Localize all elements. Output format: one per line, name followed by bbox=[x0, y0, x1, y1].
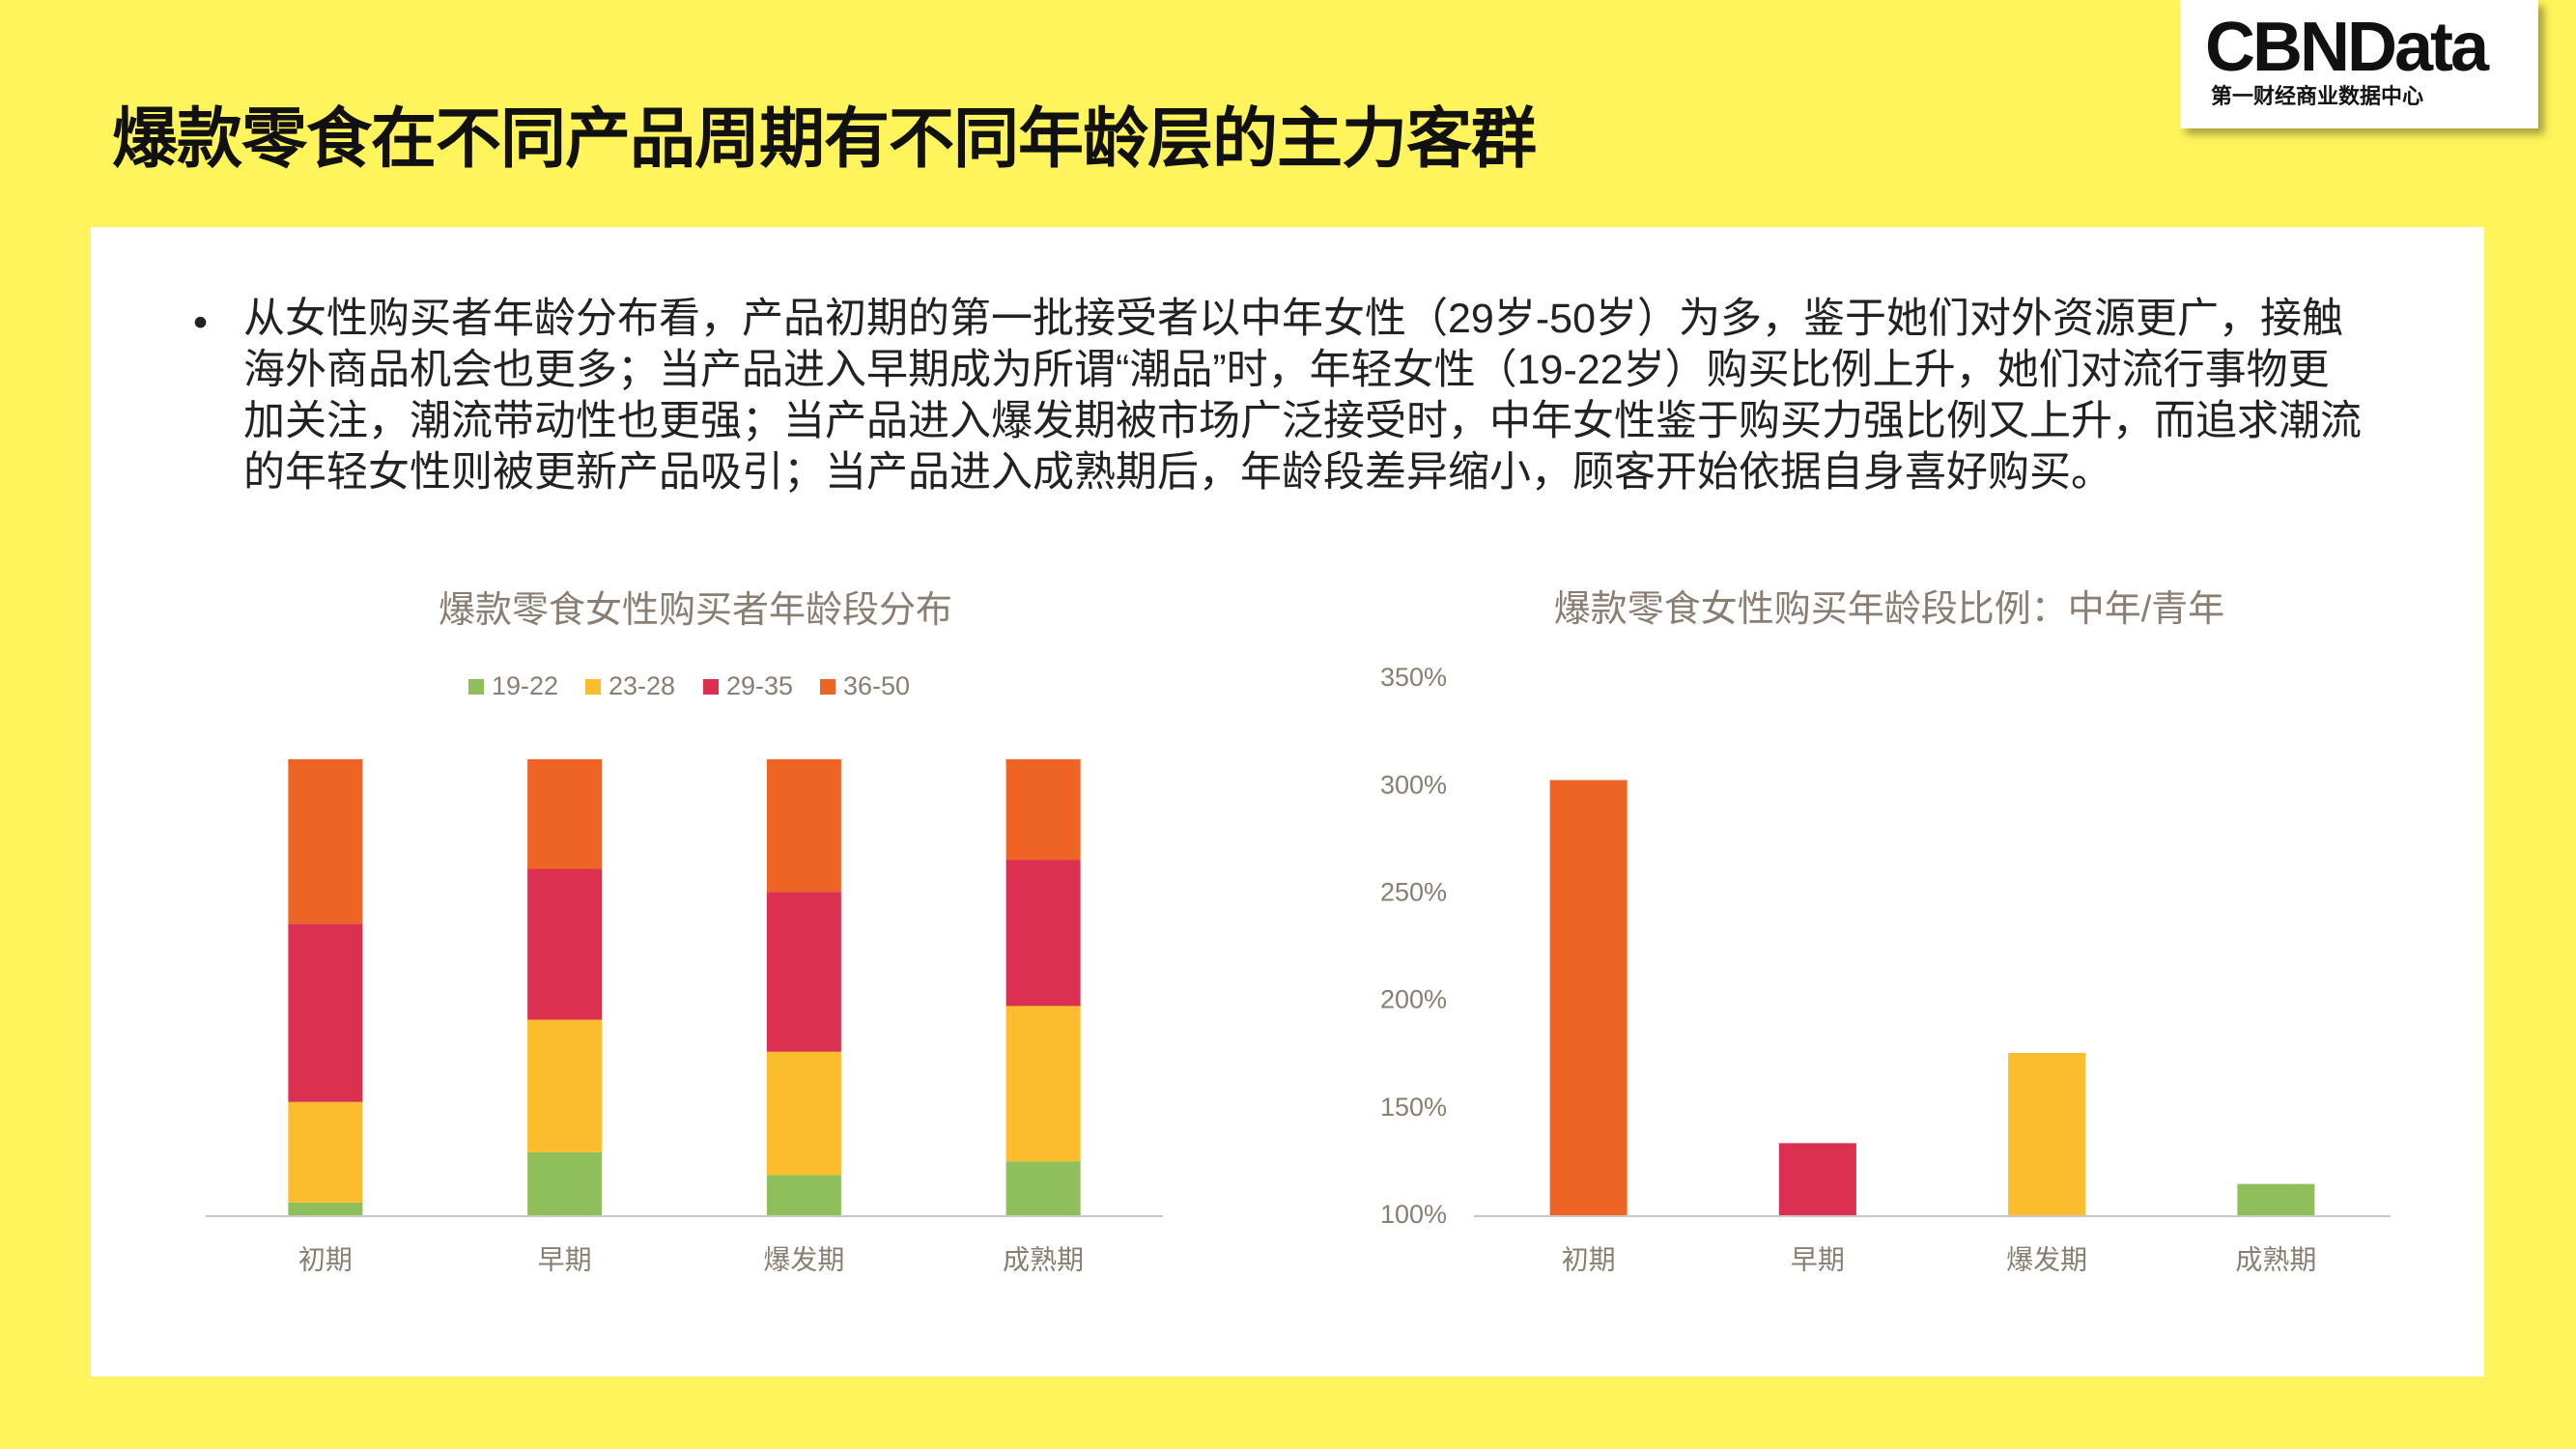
bar-segment bbox=[766, 1175, 841, 1216]
x-tick-label: 早期 bbox=[538, 1244, 592, 1274]
bullet-text: 从女性购买者年龄分布看，产品初期的第一批接受者以中年女性（29岁-50岁）为多，… bbox=[243, 296, 2362, 496]
logo-name: CBNData bbox=[2205, 9, 2489, 86]
x-tick-label: 初期 bbox=[1562, 1244, 1616, 1274]
bar-segment bbox=[1005, 1161, 1081, 1216]
legend-swatch bbox=[703, 679, 719, 695]
bar-segment bbox=[527, 759, 603, 869]
legend-label: 19-22 bbox=[492, 671, 558, 700]
x-tick-label: 成熟期 bbox=[1003, 1244, 1084, 1274]
y-tick-label: 350% bbox=[1380, 663, 1447, 692]
bullet-dot: • bbox=[193, 299, 209, 346]
bar-segment bbox=[1005, 860, 1081, 1007]
x-tick-label: 爆发期 bbox=[2006, 1244, 2087, 1274]
y-tick-label: 300% bbox=[1380, 770, 1447, 799]
x-tick-label: 初期 bbox=[298, 1244, 353, 1274]
bar bbox=[2008, 1052, 2086, 1216]
bar-segment bbox=[527, 868, 603, 1020]
bar bbox=[1549, 780, 1628, 1216]
chart-title: 爆款零食女性购买者年龄段分布 bbox=[439, 590, 952, 631]
bar-segment bbox=[1005, 1006, 1081, 1162]
chart-title: 爆款零食女性购买年龄段比例：中年/青年 bbox=[1554, 589, 2225, 630]
y-tick-label: 200% bbox=[1380, 985, 1447, 1014]
x-tick-label: 早期 bbox=[1791, 1244, 1845, 1274]
bar-segment bbox=[288, 923, 363, 1102]
slide-title: 爆款零食在不同产品周期有不同年龄层的主力客群 bbox=[112, 102, 1537, 176]
x-tick-label: 成熟期 bbox=[2235, 1244, 2316, 1274]
y-tick-label: 150% bbox=[1380, 1093, 1447, 1122]
legend-swatch bbox=[468, 679, 484, 695]
legend-label: 36-50 bbox=[843, 671, 910, 700]
legend-swatch bbox=[820, 679, 835, 695]
bar-segment bbox=[527, 1019, 603, 1152]
bar-segment bbox=[288, 1101, 363, 1203]
bar-segment bbox=[766, 1051, 841, 1176]
bar-segment bbox=[766, 892, 841, 1052]
x-tick-label: 爆发期 bbox=[763, 1244, 844, 1274]
y-tick-label: 100% bbox=[1380, 1200, 1447, 1229]
legend-swatch bbox=[585, 679, 601, 695]
bar-segment bbox=[288, 759, 363, 924]
bar-segment bbox=[766, 759, 841, 893]
legend-label: 29-35 bbox=[726, 671, 793, 700]
bar-segment bbox=[288, 1202, 363, 1216]
logo: CBNData 第一财经商业数据中心 bbox=[2180, 0, 2538, 128]
legend-label: 23-28 bbox=[609, 671, 675, 700]
y-tick-label: 250% bbox=[1380, 878, 1447, 907]
logo-subtitle: 第一财经商业数据中心 bbox=[2211, 84, 2424, 108]
bar-segment bbox=[1005, 759, 1081, 861]
bar-segment bbox=[527, 1151, 603, 1216]
bar bbox=[1778, 1143, 1856, 1216]
bar bbox=[2237, 1183, 2315, 1216]
